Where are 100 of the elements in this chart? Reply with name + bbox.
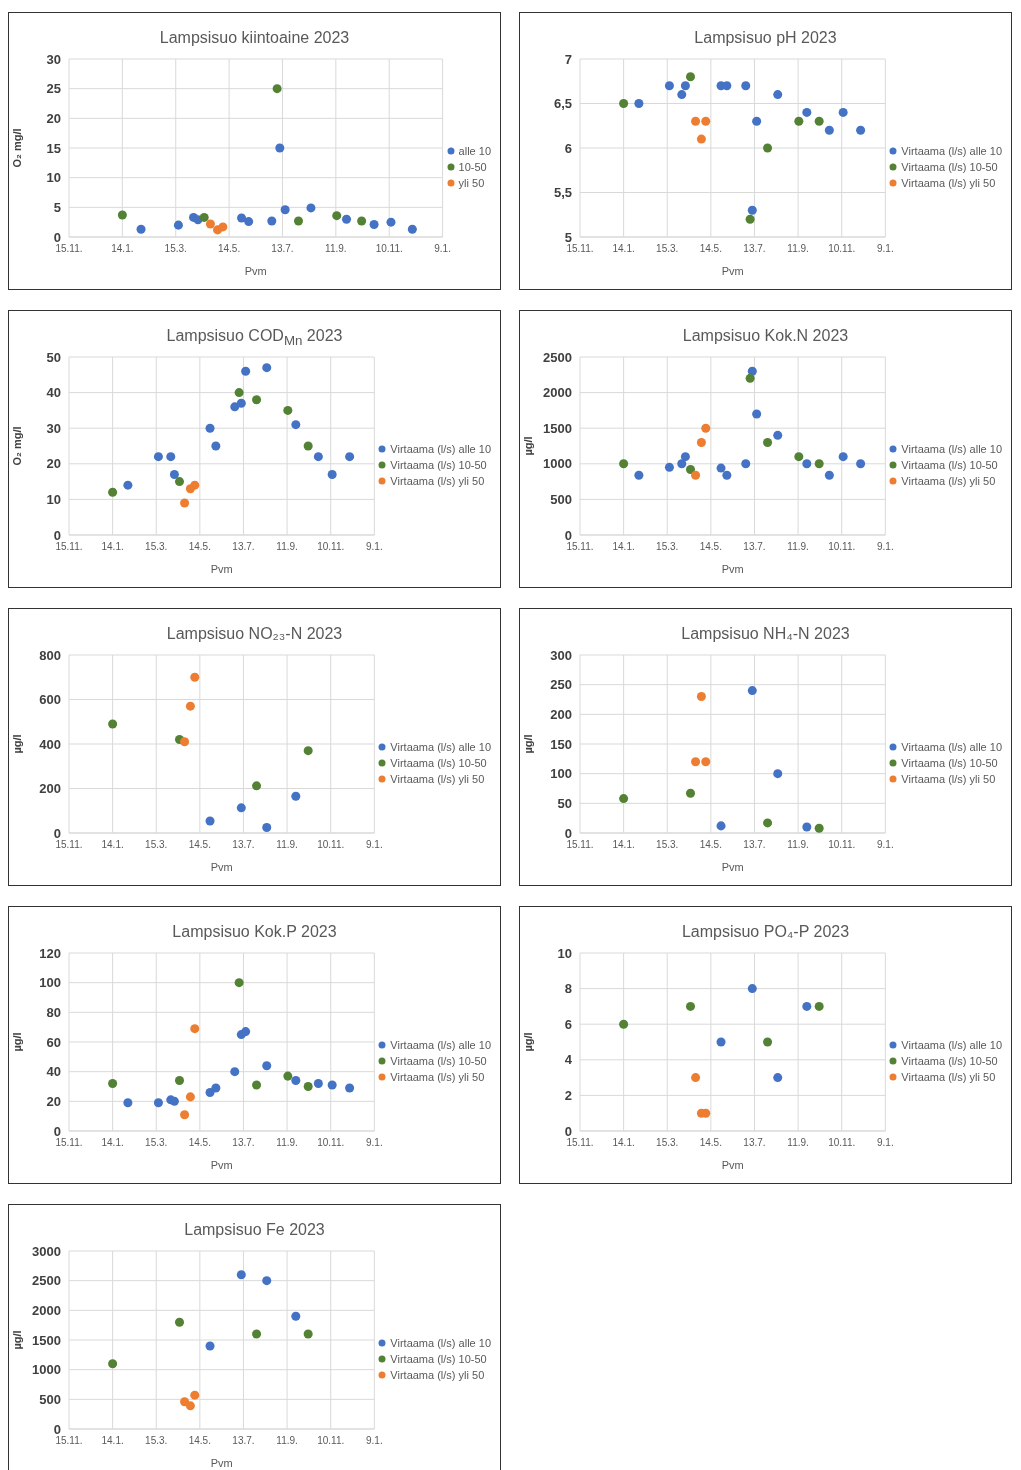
y-tick-label: 40 bbox=[46, 385, 61, 401]
point bbox=[303, 441, 313, 451]
y-axis-title: µg/l bbox=[10, 1032, 23, 1052]
x-tick-label: 15.3. bbox=[145, 1137, 168, 1149]
point bbox=[824, 470, 834, 480]
point bbox=[386, 217, 396, 227]
legend-label: Virtaama (l/s) 10-50 bbox=[901, 161, 998, 173]
y-tick-label: 2500 bbox=[32, 1273, 61, 1289]
y-tick-label: 0 bbox=[53, 825, 61, 841]
point bbox=[745, 214, 755, 224]
y-tick-label: 120 bbox=[39, 945, 61, 961]
point bbox=[345, 1083, 355, 1093]
x-tick-label: 15.11. bbox=[55, 1137, 83, 1149]
y-tick-label: 0 bbox=[53, 527, 61, 543]
x-tick-label: 14.5. bbox=[188, 541, 211, 553]
point bbox=[802, 107, 812, 117]
y-tick-label: 5 bbox=[564, 229, 572, 245]
y-tick-label: 200 bbox=[39, 781, 61, 797]
y-tick-label: 300 bbox=[550, 647, 572, 663]
point bbox=[108, 1079, 118, 1089]
x-axis-title: Pvm bbox=[721, 861, 744, 873]
point bbox=[802, 1001, 812, 1011]
point bbox=[701, 757, 711, 767]
point bbox=[814, 1001, 824, 1011]
legend-label: Virtaama (l/s) 10-50 bbox=[901, 757, 998, 769]
point bbox=[619, 459, 629, 469]
x-tick-label: 13.7. bbox=[743, 839, 766, 851]
y-tick-label: 4 bbox=[564, 1052, 573, 1068]
x-tick-label: 14.1. bbox=[101, 839, 124, 851]
x-axis-title: Pvm bbox=[210, 563, 233, 575]
legend-label: Virtaama (l/s) 10-50 bbox=[390, 757, 487, 769]
x-tick-label: 10.11. bbox=[828, 839, 856, 851]
point bbox=[237, 213, 247, 223]
x-tick-label: 14.5. bbox=[699, 839, 722, 851]
legend-label: Virtaama (l/s) 10-50 bbox=[901, 459, 998, 471]
point bbox=[123, 1098, 133, 1108]
x-tick-label: 13.7. bbox=[232, 1435, 255, 1447]
x-tick-label: 11.9. bbox=[787, 541, 809, 553]
y-tick-label: 1500 bbox=[32, 1332, 61, 1348]
legend-label: Virtaama (l/s) yli 50 bbox=[901, 773, 996, 785]
x-tick-label: 10.11. bbox=[317, 1137, 345, 1149]
x-tick-label: 14.5. bbox=[217, 243, 241, 255]
x-tick-label: 11.9. bbox=[787, 1137, 809, 1149]
point bbox=[722, 81, 732, 91]
x-tick-label: 9.1. bbox=[365, 541, 383, 553]
point bbox=[634, 98, 644, 109]
point bbox=[218, 222, 228, 232]
legend-label: yli 50 bbox=[458, 177, 485, 189]
point bbox=[332, 211, 342, 221]
x-tick-label: 14.5. bbox=[699, 1137, 722, 1149]
point bbox=[691, 470, 701, 480]
y-axis-title: µg/l bbox=[10, 734, 23, 754]
point bbox=[794, 452, 804, 462]
point bbox=[677, 459, 687, 469]
y-tick-label: 150 bbox=[550, 736, 572, 752]
point bbox=[752, 116, 762, 126]
legend-label: Virtaama (l/s) yli 50 bbox=[901, 475, 996, 487]
y-axis-title: µg/l bbox=[10, 1330, 23, 1350]
x-tick-label: 15.11. bbox=[55, 839, 83, 851]
point bbox=[293, 216, 303, 226]
x-tick-label: 14.1. bbox=[111, 243, 134, 255]
x-tick-label: 14.1. bbox=[612, 243, 635, 255]
y-tick-label: 15 bbox=[46, 140, 61, 156]
point bbox=[369, 220, 379, 230]
x-tick-label: 11.9. bbox=[276, 839, 298, 851]
chart-title: Lampsisuo Fe 2023 bbox=[183, 1221, 326, 1240]
point bbox=[303, 1329, 313, 1339]
point bbox=[123, 480, 133, 490]
point bbox=[275, 143, 285, 153]
point bbox=[685, 72, 696, 82]
point bbox=[262, 363, 272, 373]
point bbox=[234, 978, 244, 988]
point bbox=[241, 366, 251, 376]
point bbox=[136, 224, 146, 234]
point bbox=[763, 1037, 773, 1047]
point bbox=[244, 217, 254, 227]
point bbox=[205, 423, 215, 433]
x-tick-label: 11.9. bbox=[276, 541, 298, 553]
chart-title: Lampsisuo NO₂₃-N 2023 bbox=[165, 625, 344, 644]
y-tick-label: 1000 bbox=[543, 456, 572, 472]
legend-label: Virtaama (l/s) alle 10 bbox=[901, 443, 1002, 455]
y-tick-label: 600 bbox=[39, 692, 61, 708]
point bbox=[696, 692, 706, 702]
x-tick-label: 11.9. bbox=[787, 839, 809, 851]
x-tick-label: 11.9. bbox=[787, 243, 809, 255]
y-tick-label: 2 bbox=[564, 1088, 572, 1104]
x-tick-label: 15.3. bbox=[656, 243, 679, 255]
x-tick-label: 14.1. bbox=[612, 1137, 635, 1149]
point bbox=[741, 81, 751, 91]
point bbox=[205, 1341, 215, 1351]
y-tick-label: 250 bbox=[550, 677, 572, 693]
point bbox=[677, 90, 687, 100]
y-axis-title: µg/l bbox=[521, 734, 534, 754]
y-tick-label: 40 bbox=[46, 1064, 61, 1080]
x-tick-label: 13.7. bbox=[232, 839, 255, 851]
legend-label: Virtaama (l/s) 10-50 bbox=[390, 1353, 487, 1365]
point bbox=[342, 214, 352, 224]
point bbox=[814, 459, 824, 469]
x-tick-label: 14.1. bbox=[612, 839, 635, 851]
x-tick-label: 13.7. bbox=[743, 1137, 766, 1149]
